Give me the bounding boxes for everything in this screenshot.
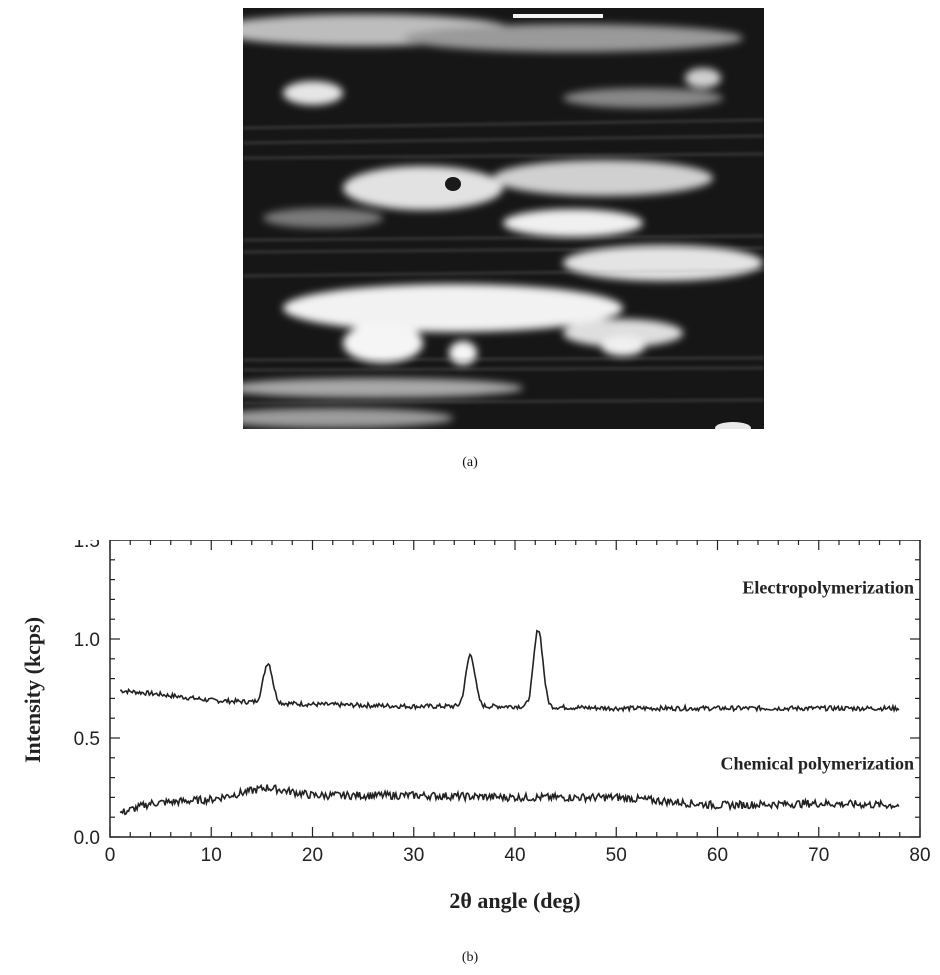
y-tick-label: 0.0 [74, 828, 100, 849]
x-tick-label: 50 [606, 845, 627, 866]
x-tick-label: 60 [707, 845, 728, 866]
x-tick-label: 30 [403, 845, 424, 866]
x-tick-label: 10 [201, 845, 222, 866]
series-line-0 [119, 629, 900, 713]
x-axis-ticks: 0 10 20 30 40 50 60 70 80 [105, 540, 931, 866]
x-tick-label: 80 [909, 845, 930, 866]
series-label-0: Electropolymerization [742, 577, 914, 597]
y-tick-label: 1.5 [74, 540, 100, 552]
surface-micrograph [243, 8, 764, 429]
y-tick-label: 1.0 [74, 630, 100, 651]
series-label-1: Chemical polymerization [721, 754, 914, 774]
panel-a-label: (a) [462, 455, 478, 470]
x-tick-label: 40 [504, 845, 525, 866]
x-tick-label: 70 [808, 845, 829, 866]
x-axis-title: 2θ angle (deg) [449, 888, 580, 913]
panel-b-label: (b) [461, 950, 479, 965]
x-tick-label: 0 [105, 845, 116, 866]
series-line-1 [119, 783, 900, 816]
y-axis-ticks: 0.0 0.5 1.0 1.5 [74, 540, 920, 849]
xrd-chart: 0 10 20 30 40 50 60 70 80 0.0 0.5 1.0 1.5 Electropo… [20, 540, 931, 913]
y-axis-title: Intensity (kcps) [20, 617, 45, 763]
y-tick-label: 0.5 [74, 729, 100, 750]
x-tick-label: 20 [302, 845, 323, 866]
series-group: Electropolymerization Chemical polymeriza… [119, 577, 914, 816]
